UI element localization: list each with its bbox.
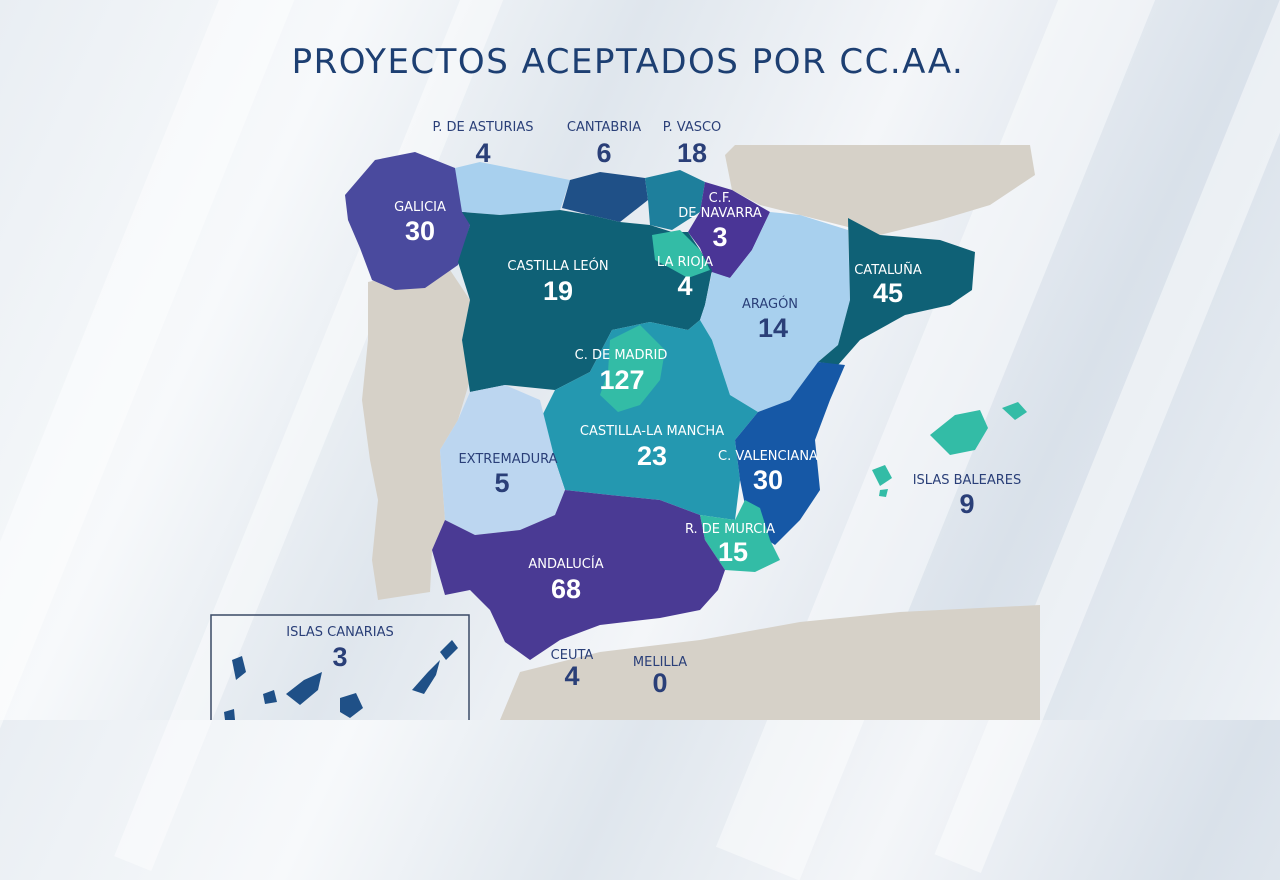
region-madrid-name: C. DE MADRID <box>575 348 668 363</box>
france-shape <box>725 145 1035 235</box>
page-title: PROYECTOS ACEPTADOS POR CC.AA. <box>291 42 965 82</box>
canarias-gran-canaria-shape[interactable] <box>340 693 363 718</box>
region-asturias-shape[interactable] <box>455 162 570 215</box>
region-la-rioja-value: 4 <box>677 271 692 301</box>
label-aragon: ARAGÓN 14 <box>742 296 798 343</box>
region-baleares-name: ISLAS BALEARES <box>913 473 1022 488</box>
label-murcia: R. DE MURCIA 15 <box>685 522 775 567</box>
region-aragon-shape[interactable] <box>700 212 850 412</box>
label-melilla: MELILLA 0 <box>633 655 687 698</box>
region-andalucia-shape[interactable] <box>432 490 725 660</box>
canarias-la-gomera-shape[interactable] <box>263 690 277 704</box>
region-castilla-la-mancha-name: CASTILLA-LA MANCHA <box>580 424 724 439</box>
region-navarra-value: 3 <box>712 222 727 252</box>
region-castilla-leon-value: 19 <box>543 276 573 306</box>
label-madrid: C. DE MADRID 127 <box>575 348 668 395</box>
region-melilla-name: MELILLA <box>633 655 687 670</box>
region-andalucia-name: ANDALUCÍA <box>528 556 603 572</box>
region-valenciana-value: 30 <box>753 465 783 495</box>
baleares-mallorca-shape[interactable] <box>930 410 988 455</box>
canarias-el-hierro-shape[interactable] <box>224 709 235 720</box>
region-canarias-value: 3 <box>332 642 347 672</box>
label-castilla-leon: CASTILLA LEÓN 19 <box>507 258 608 306</box>
label-baleares: ISLAS BALEARES 9 <box>913 473 1022 519</box>
label-extremadura: EXTREMADURA 5 <box>458 452 557 498</box>
region-extremadura-name: EXTREMADURA <box>458 452 557 467</box>
canarias-tenerife-shape[interactable] <box>286 672 322 705</box>
label-andalucia: ANDALUCÍA 68 <box>528 556 603 604</box>
region-asturias-name: P. DE ASTURIAS <box>432 120 533 135</box>
region-castilla-leon-shape[interactable] <box>458 210 712 392</box>
region-vasco-shape[interactable] <box>645 170 705 230</box>
region-murcia-shape[interactable] <box>700 500 780 572</box>
canarias-la-palma-shape[interactable] <box>232 656 246 680</box>
region-castilla-la-mancha-value: 23 <box>637 441 667 471</box>
canarias-fuerteventura-shape[interactable] <box>412 660 440 694</box>
region-castilla-leon-name: CASTILLA LEÓN <box>507 258 608 274</box>
label-navarra: C.F. DE NAVARRA 3 <box>678 191 762 252</box>
label-cataluna: CATALUÑA 45 <box>854 262 922 308</box>
region-la-rioja-name: LA RIOJA <box>657 255 713 270</box>
region-la-rioja-shape[interactable] <box>652 230 710 278</box>
region-murcia-name: R. DE MURCIA <box>685 522 775 537</box>
label-castilla-la-mancha: CASTILLA-LA MANCHA 23 <box>580 424 724 471</box>
region-baleares-value: 9 <box>959 489 974 519</box>
region-vasco-name: P. VASCO <box>663 120 722 135</box>
region-extremadura-shape[interactable] <box>440 385 565 535</box>
region-castilla-la-mancha-shape[interactable] <box>540 320 758 520</box>
region-extremadura-value: 5 <box>494 468 509 498</box>
region-aragon-name: ARAGÓN <box>742 296 798 312</box>
canarias-islands[interactable] <box>224 640 458 720</box>
portugal-shape <box>362 270 470 600</box>
spain-map: GALICIA 30 C.F. DE NAVARRA 3 CASTILLA LE… <box>210 120 1040 720</box>
region-cataluna-shape[interactable] <box>818 218 975 365</box>
canarias-inset-frame <box>210 614 470 720</box>
region-aragon-value: 14 <box>758 313 788 343</box>
region-madrid-shape[interactable] <box>600 325 665 412</box>
label-la-rioja: LA RIOJA 4 <box>657 255 713 301</box>
region-cataluna-name: CATALUÑA <box>854 262 922 278</box>
canarias-lanzarote-shape[interactable] <box>440 640 458 660</box>
region-valenciana-shape[interactable] <box>735 362 845 545</box>
region-navarra-name-line1: C.F. <box>709 191 732 206</box>
label-ceuta: CEUTA 4 <box>551 648 594 691</box>
region-galicia-name: GALICIA <box>394 200 446 215</box>
africa-shape <box>500 605 1040 720</box>
region-madrid-value: 127 <box>599 365 644 395</box>
label-vasco: P. VASCO 18 <box>663 120 722 168</box>
region-ceuta-value: 4 <box>564 661 579 691</box>
region-cantabria-value: 6 <box>596 138 611 168</box>
label-galicia: GALICIA 30 <box>394 200 446 246</box>
region-murcia-value: 15 <box>718 537 748 567</box>
region-cantabria-name: CANTABRIA <box>567 120 641 135</box>
label-valenciana: C. VALENCIANA 30 <box>718 449 818 495</box>
region-galicia-shape[interactable] <box>345 152 470 290</box>
region-vasco-value: 18 <box>677 138 707 168</box>
region-andalucia-value: 68 <box>551 574 581 604</box>
region-melilla-value: 0 <box>652 668 667 698</box>
region-cantabria-shape[interactable] <box>562 172 648 222</box>
region-asturias-value: 4 <box>475 138 490 168</box>
region-canarias-name: ISLAS CANARIAS <box>286 625 394 640</box>
baleares-menorca-shape[interactable] <box>1002 402 1027 420</box>
region-navarra-name-line2: DE NAVARRA <box>678 206 762 221</box>
region-cataluna-value: 45 <box>873 278 903 308</box>
region-galicia-value: 30 <box>405 216 435 246</box>
baleares-ibiza-shape[interactable] <box>872 465 892 486</box>
label-cantabria: CANTABRIA 6 <box>567 120 641 168</box>
region-ceuta-name: CEUTA <box>551 648 594 663</box>
region-valenciana-name: C. VALENCIANA <box>718 449 818 464</box>
baleares-formentera-shape[interactable] <box>879 489 888 497</box>
label-canarias: ISLAS CANARIAS 3 <box>286 625 394 672</box>
label-asturias: P. DE ASTURIAS 4 <box>432 120 533 168</box>
region-navarra-shape[interactable] <box>688 182 770 278</box>
